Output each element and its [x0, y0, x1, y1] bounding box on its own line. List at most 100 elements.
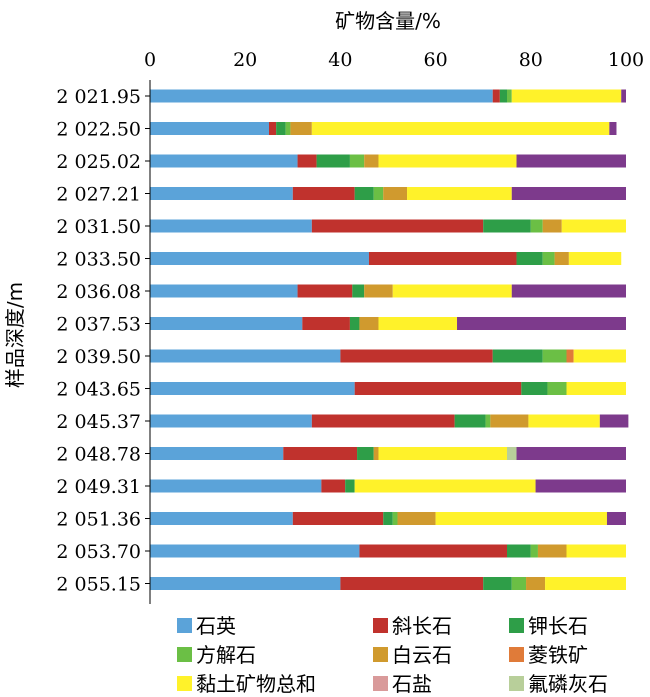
bar-segment [364, 284, 393, 298]
bar-segment [492, 89, 500, 103]
bar-segment [150, 284, 298, 298]
bars-group [150, 89, 629, 590]
bar-segment [457, 317, 626, 330]
bar-segment [150, 414, 312, 428]
bar-row [150, 544, 626, 558]
bar-segment [573, 349, 626, 363]
y-tick-label: 2 036.08 [56, 281, 141, 303]
legend-swatch [177, 676, 192, 691]
y-tick-label: 2 033.50 [56, 249, 141, 271]
bar-segment [150, 512, 293, 525]
y-tick-label: 2 043.65 [56, 379, 141, 401]
y-tick-label: 2 037.53 [56, 314, 141, 336]
legend-item: 氟磷灰石 [509, 672, 608, 696]
bar-segment [150, 447, 284, 460]
legend-label: 方解石 [196, 643, 256, 667]
bar-row [150, 317, 626, 330]
legend-swatch [177, 647, 192, 662]
bar-segment [150, 154, 298, 168]
bar-row [150, 447, 626, 460]
legend-swatch [373, 618, 388, 633]
bar-row [150, 382, 626, 395]
y-tick-label: 2 049.31 [56, 476, 141, 498]
bar-segment [321, 479, 346, 493]
bar-row [150, 252, 622, 265]
bar-segment [150, 479, 322, 493]
legend-label: 钾长石 [528, 614, 588, 638]
bar-segment [150, 544, 360, 558]
legend-item: 斜长石 [373, 614, 452, 638]
bar-segment [516, 154, 626, 168]
bar-segment [368, 252, 517, 265]
x-tick-label: 20 [233, 49, 257, 71]
legend-swatch [373, 676, 388, 691]
bar-segment [150, 219, 312, 233]
legend-item: 菱铁矿 [509, 643, 588, 667]
bar-row [150, 414, 629, 428]
bar-segment [599, 414, 629, 428]
legend-swatch [509, 647, 524, 662]
bar-segment [349, 154, 365, 168]
bar-segment [490, 414, 529, 428]
y-tick-label: 2 025.02 [56, 151, 141, 173]
bar-segment [378, 447, 507, 460]
bar-segment [435, 512, 607, 525]
bar-segment [364, 154, 379, 168]
y-axis-title: 样品深度/m [3, 282, 27, 388]
bar-segment [340, 577, 484, 590]
bar-row [150, 89, 626, 103]
bar-segment [397, 512, 436, 525]
bar-segment [292, 187, 355, 200]
legend-label: 石盐 [392, 672, 432, 696]
legend-label: 白云石 [392, 643, 452, 667]
legend-item: 钾长石 [509, 614, 588, 638]
bar-segment [290, 122, 312, 135]
legend-item: 方解石 [177, 643, 256, 667]
bar-segment [150, 187, 293, 200]
legend-label: 菱铁矿 [528, 643, 588, 667]
bar-segment [407, 187, 512, 200]
y-axis-tick-labels: 2 021.95 2 022.50 2 025.02 2 027.21 2 031.50… [56, 86, 150, 596]
bar-segment [359, 317, 379, 330]
bar-segment [621, 89, 626, 103]
bar-segment [511, 187, 626, 200]
bar-segment [542, 219, 562, 233]
bar-segment [352, 284, 365, 298]
bar-segment [297, 284, 353, 298]
bar-segment [507, 544, 531, 558]
bar-segment [516, 447, 626, 460]
bar-segment [568, 252, 622, 265]
bar-segment [383, 187, 408, 200]
bar-segment [507, 447, 517, 460]
y-tick-label: 2 045.37 [56, 411, 141, 433]
x-axis-ticks: 0 20 40 60 80 100 [144, 49, 644, 71]
x-axis-title: 矿物含量/% [335, 9, 441, 33]
bar-segment [542, 252, 555, 265]
bar-segment [561, 219, 626, 233]
legend-swatch [509, 618, 524, 633]
bar-segment [507, 89, 512, 103]
legend-label: 斜长石 [392, 614, 452, 638]
bar-segment [530, 544, 538, 558]
bar-segment [521, 382, 548, 395]
y-tick-label: 2 051.36 [56, 509, 141, 531]
bar-segment [483, 219, 531, 233]
bar-segment [609, 122, 617, 135]
bar-segment [454, 414, 486, 428]
bar-row [150, 349, 626, 363]
bar-segment [150, 577, 341, 590]
bar-segment [150, 252, 369, 265]
bar-segment [269, 122, 277, 135]
bar-segment [150, 122, 269, 135]
bar-segment [292, 512, 384, 525]
legend-swatch [177, 618, 192, 633]
bar-segment [150, 382, 355, 395]
bar-row [150, 219, 626, 233]
bar-segment [316, 154, 350, 168]
y-tick-label: 2 021.95 [56, 86, 141, 108]
bar-segment [354, 187, 374, 200]
legend-label: 黏土矿物总和 [196, 672, 316, 696]
bar-segment [511, 89, 622, 103]
bar-row [150, 187, 626, 200]
